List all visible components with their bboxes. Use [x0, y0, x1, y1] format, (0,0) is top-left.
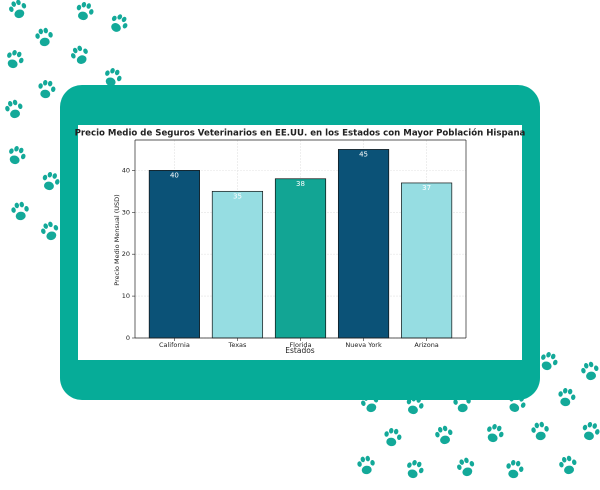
value-label: 35 [233, 192, 242, 200]
x-tick-label: Arizona [414, 341, 438, 349]
y-tick-label: 0 [126, 334, 130, 342]
bar [337, 149, 390, 339]
value-label: 45 [359, 150, 368, 158]
chart-title: Precio Medio de Seguros Veterinarios en … [75, 128, 526, 139]
plot: 0 10 20 30 40 40 California 35 Texas 38 Florida 45 N… [122, 139, 467, 349]
y-tick-label: 20 [122, 250, 130, 258]
bar [148, 170, 200, 339]
x-tick-label: California [159, 341, 190, 349]
y-axis-label: Precio Medio Mensual (USD) [113, 194, 121, 285]
bar [274, 178, 327, 339]
bar [211, 190, 264, 339]
value-label: 38 [296, 180, 305, 188]
x-tick-label: Florida [289, 341, 311, 349]
value-label: 37 [422, 184, 431, 192]
y-tick-label: 10 [122, 292, 130, 300]
value-label: 40 [170, 171, 179, 179]
x-tick-label: Texas [227, 341, 247, 349]
y-tick-label: 30 [122, 208, 130, 216]
bar [401, 182, 453, 339]
x-axis-label: Estados [285, 346, 315, 355]
y-tick-label: 40 [122, 166, 130, 174]
x-tick-label: Nueva York [345, 341, 382, 349]
